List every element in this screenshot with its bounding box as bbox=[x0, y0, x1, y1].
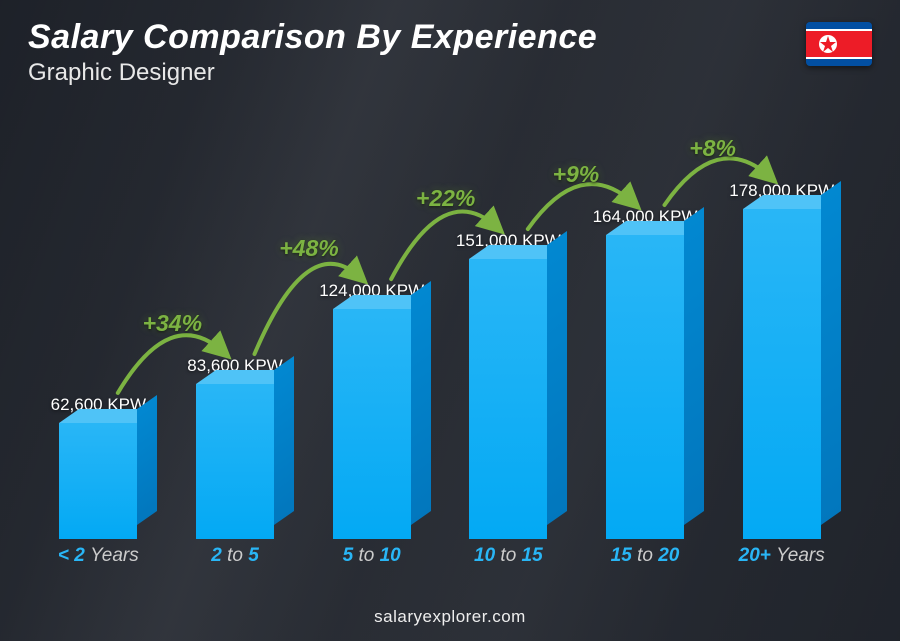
page-subtitle: Graphic Designer bbox=[28, 59, 597, 87]
x-axis-label: 2 to 5 bbox=[167, 545, 304, 581]
header: Salary Comparison By Experience Graphic … bbox=[28, 18, 597, 87]
x-axis-label: < 2 Years bbox=[30, 545, 167, 581]
bar-slot: 151,000 KPW bbox=[440, 231, 577, 539]
increment-label: +22% bbox=[416, 185, 475, 212]
x-labels-container: < 2 Years2 to 55 to 1010 to 1515 to 2020… bbox=[30, 545, 850, 581]
bar-slot: 164,000 KPW bbox=[577, 207, 714, 539]
bar-slot: 83,600 KPW bbox=[167, 356, 304, 539]
x-axis-label: 15 to 20 bbox=[577, 545, 714, 581]
bar-slot: 178,000 KPW bbox=[713, 181, 850, 539]
flag-icon bbox=[806, 22, 872, 66]
salary-bar-chart: 62,600 KPW 83,600 KPW 124,000 KPW 151,00… bbox=[30, 120, 850, 581]
x-axis-label: 5 to 10 bbox=[303, 545, 440, 581]
footer-credit: salaryexplorer.com bbox=[0, 607, 900, 627]
bar bbox=[743, 209, 821, 539]
increment-label: +48% bbox=[279, 235, 338, 262]
page-title: Salary Comparison By Experience bbox=[28, 18, 597, 57]
bar bbox=[606, 235, 684, 539]
bar bbox=[196, 384, 274, 539]
x-axis-label: 20+ Years bbox=[713, 545, 850, 581]
bar bbox=[333, 309, 411, 539]
increment-label: +34% bbox=[143, 310, 202, 337]
bar-slot: 124,000 KPW bbox=[303, 281, 440, 539]
bar bbox=[469, 259, 547, 539]
bar-slot: 62,600 KPW bbox=[30, 395, 167, 539]
increment-label: +9% bbox=[553, 161, 600, 188]
increment-label: +8% bbox=[689, 135, 736, 162]
x-axis-label: 10 to 15 bbox=[440, 545, 577, 581]
bar bbox=[59, 423, 137, 539]
